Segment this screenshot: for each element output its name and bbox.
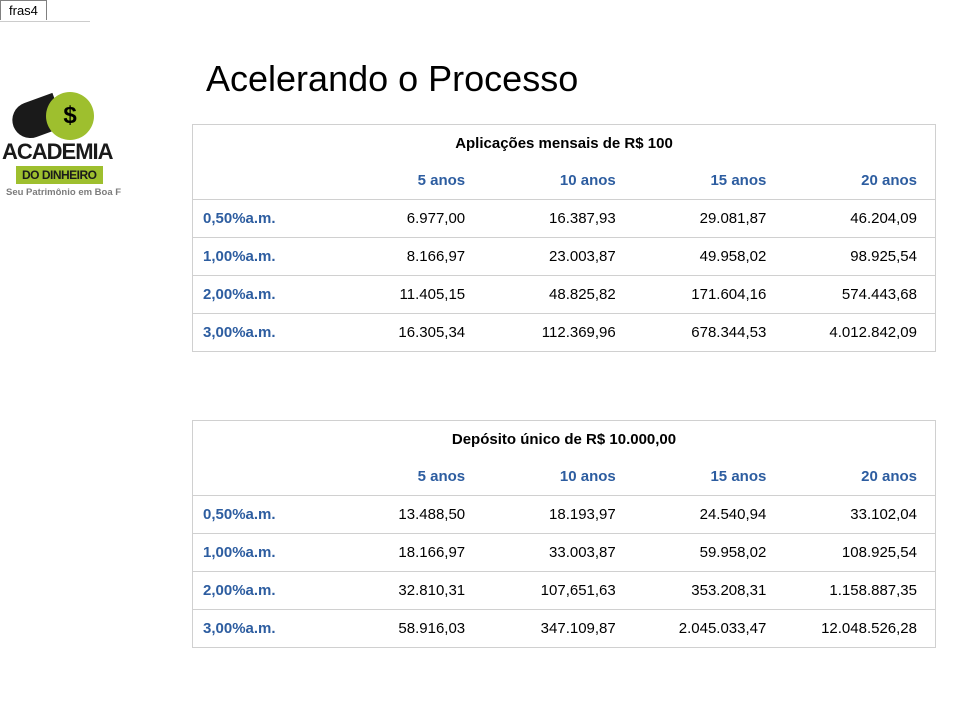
table1-col-header: 5 anos (333, 166, 484, 200)
table2-cell: 24.540,94 (634, 496, 785, 534)
table2-cell: 32.810,31 (333, 572, 484, 610)
table2-cell: 58.916,03 (333, 610, 484, 648)
table2-cell: 33.102,04 (785, 496, 936, 534)
logo-coin-icon: $ (46, 92, 94, 140)
table1-col-header: 15 anos (634, 166, 785, 200)
table2-row-label: 1,00%a.m. (193, 534, 334, 572)
table1-cell: 112.369,96 (484, 314, 635, 352)
table2-col-header: 10 anos (484, 462, 635, 496)
table1-row-label: 1,00%a.m. (193, 238, 334, 276)
table2-cell: 108.925,54 (785, 534, 936, 572)
table2-cell: 59.958,02 (634, 534, 785, 572)
logo: $ ACADEMIA DO DINHEIRO Seu Patrimônio em… (6, 92, 186, 202)
table1-cell: 8.166,97 (333, 238, 484, 276)
table2-row-label: 0,50%a.m. (193, 496, 334, 534)
table1-col-header: 10 anos (484, 166, 635, 200)
table1-cell: 11.405,15 (333, 276, 484, 314)
logo-tagline: Seu Patrimônio em Boa F (6, 187, 121, 198)
table2-corner (193, 462, 334, 496)
table1-cell: 23.003,87 (484, 238, 635, 276)
table2-cell: 18.193,97 (484, 496, 635, 534)
table1-cell: 29.081,87 (634, 200, 785, 238)
table2-cell: 2.045.033,47 (634, 610, 785, 648)
tab-label: fras4 (0, 0, 47, 20)
table1-caption: Aplicações mensais de R$ 100 (193, 125, 936, 167)
table2-cell: 347.109,87 (484, 610, 635, 648)
table2-cell: 12.048.526,28 (785, 610, 936, 648)
table1-cell: 16.387,93 (484, 200, 635, 238)
table1-row-label: 0,50%a.m. (193, 200, 334, 238)
table1-cell: 98.925,54 (785, 238, 936, 276)
table1-cell: 48.825,82 (484, 276, 635, 314)
table1-cell: 171.604,16 (634, 276, 785, 314)
table2-cell: 1.158.887,35 (785, 572, 936, 610)
table2-caption: Depósito único de R$ 10.000,00 (193, 421, 936, 463)
table1-row-label: 2,00%a.m. (193, 276, 334, 314)
tab-underline (0, 20, 90, 22)
logo-main-text: ACADEMIA (2, 142, 113, 162)
table1-cell: 574.443,68 (785, 276, 936, 314)
page-title: Acelerando o Processo (206, 58, 578, 100)
table1-cell: 6.977,00 (333, 200, 484, 238)
table2-cell: 33.003,87 (484, 534, 635, 572)
table2-col-header: 5 anos (333, 462, 484, 496)
table1-cell: 16.305,34 (333, 314, 484, 352)
table-single-deposit: Depósito único de R$ 10.000,00 5 anos 10… (192, 420, 936, 648)
table1-row-label: 3,00%a.m. (193, 314, 334, 352)
table2-row-label: 2,00%a.m. (193, 572, 334, 610)
table2-col-header: 15 anos (634, 462, 785, 496)
table1-cell: 4.012.842,09 (785, 314, 936, 352)
table2-cell: 107,651,63 (484, 572, 635, 610)
table1-corner (193, 166, 334, 200)
table2-row-label: 3,00%a.m. (193, 610, 334, 648)
table1-col-header: 20 anos (785, 166, 936, 200)
table1-cell: 49.958,02 (634, 238, 785, 276)
table-monthly-applications: Aplicações mensais de R$ 100 5 anos 10 a… (192, 124, 936, 352)
table2-cell: 353.208,31 (634, 572, 785, 610)
table1-cell: 46.204,09 (785, 200, 936, 238)
table2-cell: 18.166,97 (333, 534, 484, 572)
logo-sub-text: DO DINHEIRO (16, 166, 103, 184)
table1-cell: 678.344,53 (634, 314, 785, 352)
table2-cell: 13.488,50 (333, 496, 484, 534)
table2-col-header: 20 anos (785, 462, 936, 496)
